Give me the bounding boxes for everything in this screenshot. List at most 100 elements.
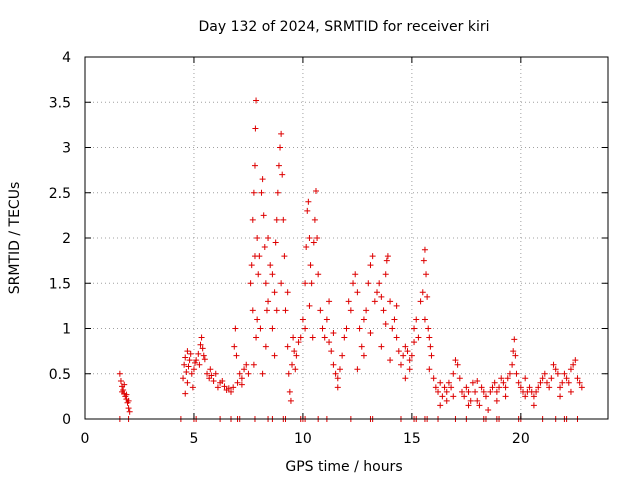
data-point <box>557 393 564 400</box>
data-point <box>310 239 317 246</box>
data-point <box>269 325 276 332</box>
data-point <box>219 377 226 384</box>
data-point <box>269 271 276 278</box>
data-point <box>284 343 291 350</box>
data-point <box>413 316 420 323</box>
y-axis-title: SRMTID / TECUs <box>7 182 23 295</box>
data-point <box>537 379 544 386</box>
data-point <box>259 370 266 377</box>
data-point <box>312 187 319 194</box>
data-point <box>303 244 310 251</box>
data-point <box>284 289 291 296</box>
data-point <box>241 366 248 373</box>
data-point <box>367 330 374 337</box>
data-point <box>249 307 256 314</box>
data-point <box>245 370 252 377</box>
data-point <box>221 383 228 390</box>
data-point <box>236 370 243 377</box>
data-point <box>251 162 258 169</box>
data-point <box>437 379 444 386</box>
data-point <box>408 352 415 359</box>
data-point <box>336 366 343 373</box>
data-point <box>378 343 385 350</box>
data-point <box>402 343 409 350</box>
data-point <box>402 375 409 382</box>
data-point <box>193 357 200 364</box>
data-point <box>265 298 272 305</box>
data-point <box>533 388 540 395</box>
data-point <box>116 370 123 377</box>
data-point <box>263 307 270 314</box>
data-point <box>275 162 282 169</box>
y-tick-label: 0 <box>62 412 71 428</box>
data-point <box>478 384 485 391</box>
data-point <box>299 316 306 323</box>
data-point <box>450 393 457 400</box>
data-point <box>126 408 133 415</box>
data-point <box>380 307 387 314</box>
data-point <box>180 375 187 382</box>
data-point <box>308 280 315 287</box>
data-point <box>314 235 321 241</box>
data-point <box>502 384 509 391</box>
data-point <box>491 379 498 386</box>
data-point <box>248 262 255 269</box>
data-point <box>125 405 132 412</box>
data-point <box>225 385 232 392</box>
data-point <box>419 289 426 296</box>
x-tick-label: 5 <box>189 431 198 447</box>
data-point <box>498 375 505 382</box>
data-point <box>439 393 446 400</box>
data-point <box>395 348 402 355</box>
data-point <box>253 97 260 104</box>
data-point <box>456 375 463 382</box>
data-point <box>341 334 348 341</box>
data-point <box>117 377 124 384</box>
data-point <box>125 397 132 404</box>
data-point <box>554 370 561 377</box>
data-point <box>334 375 341 382</box>
data-point <box>273 216 280 223</box>
data-point <box>234 379 241 386</box>
data-point <box>443 397 450 404</box>
data-point <box>181 361 188 368</box>
data-point <box>427 343 434 350</box>
data-point <box>535 384 542 391</box>
data-point <box>231 343 238 350</box>
data-point <box>233 352 240 359</box>
data-point <box>565 379 572 386</box>
data-point <box>406 366 413 373</box>
data-point <box>254 316 261 323</box>
data-point <box>358 343 365 350</box>
data-point <box>210 377 217 384</box>
data-point <box>188 370 195 377</box>
data-point <box>426 334 433 341</box>
data-point <box>230 384 237 391</box>
data-point <box>500 379 507 386</box>
data-point <box>182 354 189 361</box>
data-point <box>196 361 203 368</box>
data-point <box>526 384 533 391</box>
data-point <box>243 361 250 368</box>
data-point <box>247 280 254 287</box>
data-point <box>423 271 430 278</box>
data-point <box>278 280 285 287</box>
data-point <box>539 375 546 382</box>
data-point <box>365 280 372 287</box>
data-point <box>557 384 564 391</box>
data-point <box>578 384 585 391</box>
data-point <box>302 280 309 287</box>
data-point <box>286 388 293 395</box>
data-point <box>369 253 376 260</box>
data-point <box>411 339 418 346</box>
data-point <box>121 381 128 388</box>
data-point <box>306 302 313 309</box>
data-point <box>326 339 333 346</box>
data-point <box>347 307 354 314</box>
data-point <box>522 393 529 400</box>
data-point <box>309 334 316 341</box>
tick-labels: 0 5 10 15 20 0 0.5 1 1.5 2 2.5 3 3.5 4 <box>49 50 530 447</box>
data-point <box>506 370 513 377</box>
data-point <box>315 271 322 278</box>
